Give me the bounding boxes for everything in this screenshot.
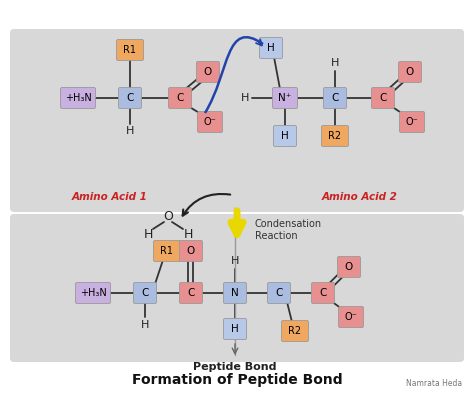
Text: H: H [183, 228, 193, 241]
Text: N⁺: N⁺ [278, 93, 292, 103]
FancyBboxPatch shape [273, 88, 298, 108]
FancyBboxPatch shape [61, 88, 95, 108]
Text: R2: R2 [328, 131, 342, 141]
FancyBboxPatch shape [337, 257, 361, 277]
Text: C: C [126, 93, 134, 103]
Text: +H₃N: +H₃N [80, 288, 106, 298]
Text: H: H [231, 256, 239, 266]
FancyBboxPatch shape [311, 283, 335, 303]
Text: Amino Acid 1: Amino Acid 1 [72, 192, 148, 202]
Text: Namrata Heda: Namrata Heda [406, 379, 462, 388]
FancyBboxPatch shape [400, 112, 425, 132]
Text: O: O [204, 67, 212, 77]
FancyBboxPatch shape [180, 241, 202, 261]
FancyBboxPatch shape [338, 307, 364, 327]
Text: H: H [281, 131, 289, 141]
Text: C: C [275, 288, 283, 298]
Text: O: O [163, 211, 173, 224]
FancyBboxPatch shape [273, 125, 297, 147]
FancyBboxPatch shape [117, 40, 144, 61]
Text: +H₃N: +H₃N [64, 93, 91, 103]
Text: Peptide Bond: Peptide Bond [193, 362, 277, 372]
Text: H: H [231, 324, 239, 334]
Text: O⁻: O⁻ [345, 312, 357, 322]
FancyBboxPatch shape [224, 318, 246, 340]
FancyBboxPatch shape [224, 283, 246, 303]
Text: H: H [331, 58, 339, 68]
FancyBboxPatch shape [134, 283, 156, 303]
FancyBboxPatch shape [259, 37, 283, 59]
Text: O⁻: O⁻ [406, 117, 419, 127]
Text: H: H [143, 228, 153, 241]
Text: O: O [345, 262, 353, 272]
FancyBboxPatch shape [168, 88, 191, 108]
FancyBboxPatch shape [154, 241, 181, 261]
Text: C: C [176, 93, 184, 103]
Text: H: H [267, 43, 275, 53]
Text: H: H [241, 93, 249, 103]
FancyBboxPatch shape [10, 214, 464, 362]
Text: O⁻: O⁻ [204, 117, 216, 127]
Text: O: O [187, 246, 195, 256]
Text: Amino Acid 2: Amino Acid 2 [322, 192, 398, 202]
Text: O: O [406, 67, 414, 77]
Text: H: H [141, 320, 149, 330]
Text: Formation of Peptide Bond: Formation of Peptide Bond [132, 373, 342, 387]
FancyBboxPatch shape [399, 61, 421, 83]
Text: R2: R2 [289, 326, 301, 336]
FancyBboxPatch shape [267, 283, 291, 303]
FancyBboxPatch shape [198, 112, 222, 132]
Text: H: H [126, 126, 134, 136]
FancyBboxPatch shape [10, 29, 464, 212]
Text: Condensation
Reaction: Condensation Reaction [255, 219, 322, 241]
Text: C: C [141, 288, 149, 298]
FancyBboxPatch shape [197, 61, 219, 83]
FancyBboxPatch shape [118, 88, 142, 108]
Text: C: C [319, 288, 327, 298]
FancyBboxPatch shape [321, 125, 348, 147]
FancyBboxPatch shape [372, 88, 394, 108]
FancyBboxPatch shape [323, 88, 346, 108]
FancyBboxPatch shape [75, 283, 110, 303]
FancyBboxPatch shape [282, 321, 309, 342]
Text: R1: R1 [161, 246, 173, 256]
Text: R1: R1 [124, 45, 137, 55]
Text: C: C [331, 93, 339, 103]
FancyBboxPatch shape [180, 283, 202, 303]
Text: C: C [187, 288, 195, 298]
Text: C: C [379, 93, 387, 103]
Text: N: N [231, 288, 239, 298]
